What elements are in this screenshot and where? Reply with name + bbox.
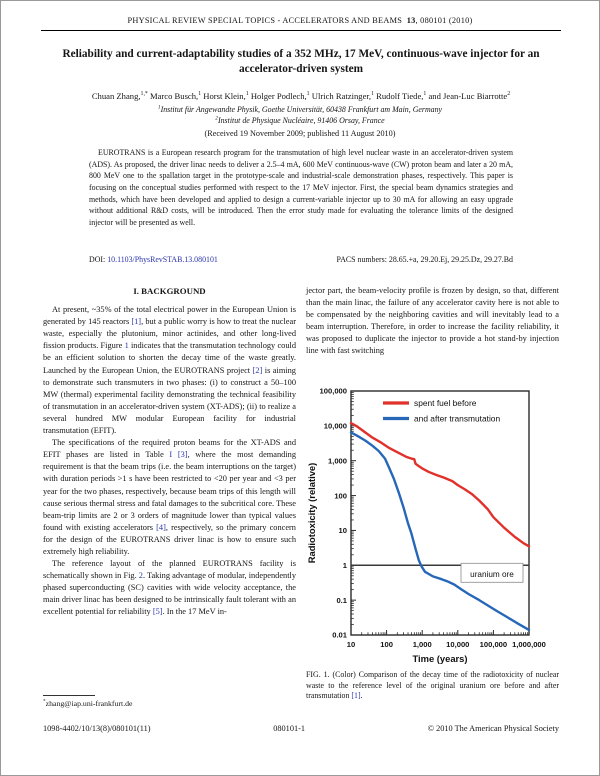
pacs-numbers: PACS numbers: 28.65.+a, 29.20.Ej, 29.25.… [336,255,513,264]
series-and-after-transmutation [349,431,531,632]
x-tick-label: 10 [347,640,355,649]
x-tick-label: 1,000 [413,640,432,649]
x-tick-label: 1,000,000 [512,640,546,649]
abstract-text: EUROTRANS is a European research program… [89,148,513,227]
reference-link[interactable]: [4] [156,522,166,532]
body-paragraph: At present, ~35% of the total electrical… [43,305,296,436]
journal-volume: 13 [406,16,416,25]
header-rule [41,30,561,31]
figure-caption: FIG. 1. (Color) Comparison of the decay … [306,670,559,701]
author-line: Chuan Zhang,1,* Marco Busch,1 Horst Klei… [91,91,511,101]
doi-link[interactable]: 10.1103/PhysRevSTAB.13.080101 [107,255,218,264]
received-line: (Received 19 November 2009; published 11… [204,129,396,138]
footer-copyright: © 2010 The American Physical Society [427,724,559,733]
journal-name: PHYSICAL REVIEW SPECIAL TOPICS - ACCELER… [127,16,403,25]
footer-issn: 1098-4402/10/13(8)/080101(11) [43,724,151,733]
y-axis-title: Radiotoxicity (relative) [306,463,317,564]
footnote-rule [43,695,95,696]
y-tick-label: 100,000 [320,387,347,396]
reference-link[interactable]: [3] [177,450,188,460]
y-tick-label: 0.1 [336,596,347,605]
chart-frame [350,390,530,636]
page-title: Reliability and current-adaptability stu… [62,48,540,75]
page-footer: 1098-4402/10/13(8)/080101(11) 080101-1 ©… [43,724,559,733]
x-tick-label: 10,000 [446,640,469,649]
reference-link[interactable]: [5] [152,607,163,617]
section-heading: I. BACKGROUND [133,286,206,296]
figure-1: 10 100 1,000 10,000 100,000 1,000,000 0.01 0.1 1… [305,385,565,673]
doi: DOI: 10.1103/PhysRevSTAB.13.080101 [89,255,218,264]
y-tick-label: 100 [334,491,347,500]
reference-link[interactable]: [1] [351,691,361,701]
body-paragraph: The specifications of the required proto… [43,438,296,556]
reference-link[interactable]: I [169,450,173,460]
legend-label: and after transmutation [414,414,500,424]
body-paragraph: jector part, the beam-velocity profile i… [306,286,559,356]
affiliations: 1Institut für Angewandte Physik, Goethe … [1,105,599,126]
reference-link[interactable]: [2] [252,365,263,375]
footer-page-number: 080101-1 [273,724,306,733]
y-tick-label: 10 [339,526,347,535]
abstract: EUROTRANS is a European research program… [89,147,513,229]
right-column: jector part, the beam-velocity profile i… [306,285,559,358]
x-axis-title: Time (years) [412,653,467,664]
legend-label: spent fuel before [414,398,477,408]
left-column: I. BACKGROUND At present, ~35% of the to… [43,285,296,619]
radiotoxicity-chart: 10 100 1,000 10,000 100,000 1,000,000 0.01 0.1 1… [306,387,546,664]
series-spent-fuel-before [349,421,531,548]
affiliation-1: 1Institut für Angewandte Physik, Goethe … [157,104,443,114]
y-tick-label: 10,000 [324,422,347,431]
footnote-email[interactable]: zhang@iap.uni-frankfurt.de [45,699,133,708]
x-tick-label: 100 [380,640,393,649]
reference-link[interactable]: 1 [124,341,129,351]
y-tick-label: 1 [343,561,348,570]
doi-pacs-line: DOI: 10.1103/PhysRevSTAB.13.080101 PACS … [89,255,513,264]
reference-link[interactable]: [1] [131,317,142,327]
y-tick-label: 0.01 [332,631,348,640]
journal-issue: , 080101 (2010) [415,16,473,25]
footnote: *zhang@iap.uni-frankfurt.de [43,693,296,708]
uranium-ore-label-box [460,562,524,583]
affiliation-2: 2Institut de Physique Nucléaire, 91406 O… [215,114,385,125]
uranium-ore-label: uranium ore [470,570,514,579]
y-tick-label: 1,000 [328,456,347,465]
journal-header: PHYSICAL REVIEW SPECIAL TOPICS - ACCELER… [1,16,599,25]
body-paragraph: The reference layout of the planned EURO… [43,559,296,617]
reference-link[interactable]: 2 [138,571,143,581]
x-tick-label: 100,000 [480,640,507,649]
footnote-marker: * [43,698,46,705]
